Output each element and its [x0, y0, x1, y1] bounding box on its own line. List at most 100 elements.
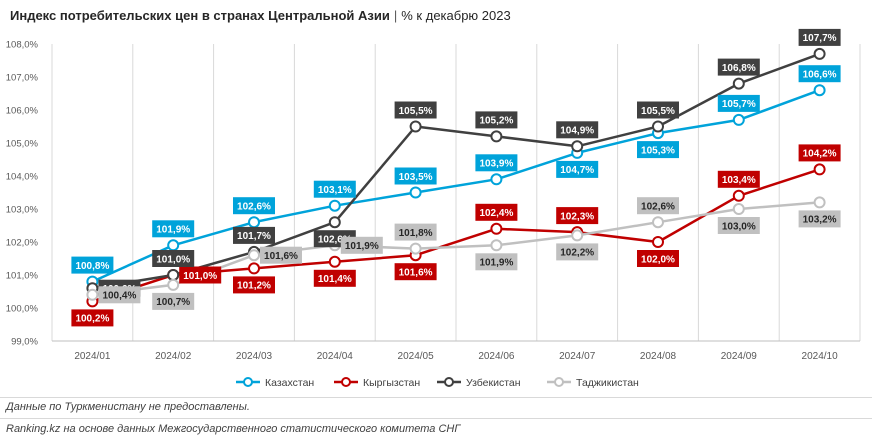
- x-tick-label: 2024/07: [559, 351, 596, 362]
- x-tick-label: 2024/02: [155, 351, 192, 362]
- data-label-box: [179, 266, 222, 284]
- data-point: [813, 196, 826, 209]
- data-point: [409, 120, 422, 133]
- data-label-box: [340, 236, 383, 254]
- data-point: [813, 47, 826, 60]
- y-tick-label: 103,0%: [6, 205, 39, 216]
- data-label-box: [313, 180, 356, 198]
- data-label: 101,9%: [156, 225, 190, 236]
- data-label: 103,0%: [722, 221, 756, 232]
- data-label: 104,2%: [803, 149, 837, 160]
- data-label: 105,5%: [399, 106, 433, 117]
- data-point: [328, 255, 341, 268]
- x-tick-label: 2024/04: [317, 351, 354, 362]
- data-point: [732, 189, 745, 202]
- data-label-box: [233, 276, 275, 294]
- data-point: [167, 269, 180, 281]
- legend-marker: [243, 377, 253, 387]
- series-line: [92, 52, 821, 290]
- data-label: 101,9%: [479, 258, 513, 269]
- data-label: 102,6%: [237, 202, 271, 213]
- data-label-box: [475, 154, 518, 172]
- data-point: [248, 262, 260, 275]
- data-label-box: [798, 65, 841, 83]
- data-label: 101,0%: [156, 254, 190, 265]
- x-tick-label: 2024/01: [74, 351, 111, 362]
- data-label-box: [637, 141, 679, 159]
- data-label-box: [798, 210, 841, 228]
- data-label-box: [717, 170, 760, 188]
- data-point: [652, 216, 664, 229]
- data-label-box: [475, 253, 518, 271]
- x-tick-label: 2024/09: [721, 351, 758, 362]
- footer-divider: [0, 397, 872, 398]
- data-label: 101,2%: [237, 281, 271, 292]
- data-label: 102,3%: [560, 211, 594, 222]
- data-point: [248, 216, 260, 229]
- data-label: 105,5%: [641, 106, 675, 117]
- data-point: [490, 222, 503, 235]
- line-chart: 99,0% 100,0% 101,0% 102,0% 103,0% 104,0% 105,0…: [6, 28, 861, 389]
- data-label-box: [260, 246, 302, 264]
- data-label-box: [798, 28, 841, 46]
- data-label: 101,9%: [345, 241, 379, 252]
- data-point: [167, 239, 180, 252]
- data-label: 101,0%: [183, 271, 217, 282]
- data-label: 100,8%: [75, 261, 109, 272]
- series-line: [91, 89, 821, 283]
- data-label-box: [233, 197, 275, 215]
- data-point: [328, 216, 341, 229]
- data-label: 103,4%: [722, 175, 756, 186]
- data-point: [409, 186, 422, 199]
- data-label-box: [798, 144, 841, 162]
- data-label-box: [475, 203, 518, 221]
- data-label-box: [556, 160, 599, 178]
- data-label: 102,4%: [479, 208, 513, 219]
- data-label: 105,7%: [722, 99, 756, 110]
- data-label: 101,4%: [318, 274, 352, 285]
- data-label-box: [556, 207, 599, 225]
- data-point: [732, 77, 745, 90]
- data-label: 100,2%: [75, 314, 109, 325]
- data-label: 102,2%: [560, 248, 594, 259]
- title-separator: |: [393, 8, 398, 23]
- data-label: 104,9%: [560, 126, 594, 137]
- data-label-box: [637, 101, 679, 119]
- data-point: [813, 84, 826, 97]
- y-tick-label: 99,0%: [11, 337, 38, 348]
- data-label: 100,7%: [156, 297, 190, 308]
- data-point: [490, 239, 503, 252]
- data-label: 101,6%: [399, 268, 433, 279]
- data-label: 103,2%: [803, 215, 837, 226]
- data-label-box: [556, 243, 599, 261]
- source-divider: [0, 418, 872, 419]
- legend-label: Казахстан: [265, 377, 314, 389]
- data-label: 101,8%: [399, 228, 433, 239]
- legend-marker: [444, 377, 454, 387]
- data-point: [732, 113, 745, 126]
- data-label-box: [717, 217, 760, 234]
- data-label-box: [313, 269, 356, 287]
- data-label-box: [152, 292, 195, 310]
- data-label-box: [717, 58, 760, 76]
- source-note: Ranking.kz на основе данных Межгосударст…: [6, 423, 461, 435]
- data-point: [652, 236, 664, 248]
- data-label-box: [394, 101, 437, 119]
- data-label-box: [637, 197, 679, 215]
- footnote-turkmenistan: Данные по Туркменистану не предоставлены…: [6, 401, 250, 413]
- x-tick-label: 2024/03: [236, 351, 273, 362]
- data-point: [490, 173, 503, 186]
- data-label: 104,7%: [560, 165, 594, 176]
- data-point: [571, 229, 584, 242]
- legend-marker: [554, 377, 564, 387]
- x-tick-label: 2024/08: [640, 351, 677, 362]
- data-label-box: [475, 111, 518, 129]
- legend-label: Таджикистан: [576, 377, 639, 389]
- data-point: [813, 163, 826, 176]
- chart-title: Индекс потребительских цен в странах Цен…: [10, 8, 390, 23]
- data-label: 103,5%: [399, 172, 433, 183]
- data-label: 101,6%: [264, 251, 298, 262]
- y-tick-label: 101,0%: [6, 271, 39, 282]
- data-label: 102,6%: [318, 235, 352, 246]
- chart-subtitle: % к декабрю 2023: [401, 8, 511, 23]
